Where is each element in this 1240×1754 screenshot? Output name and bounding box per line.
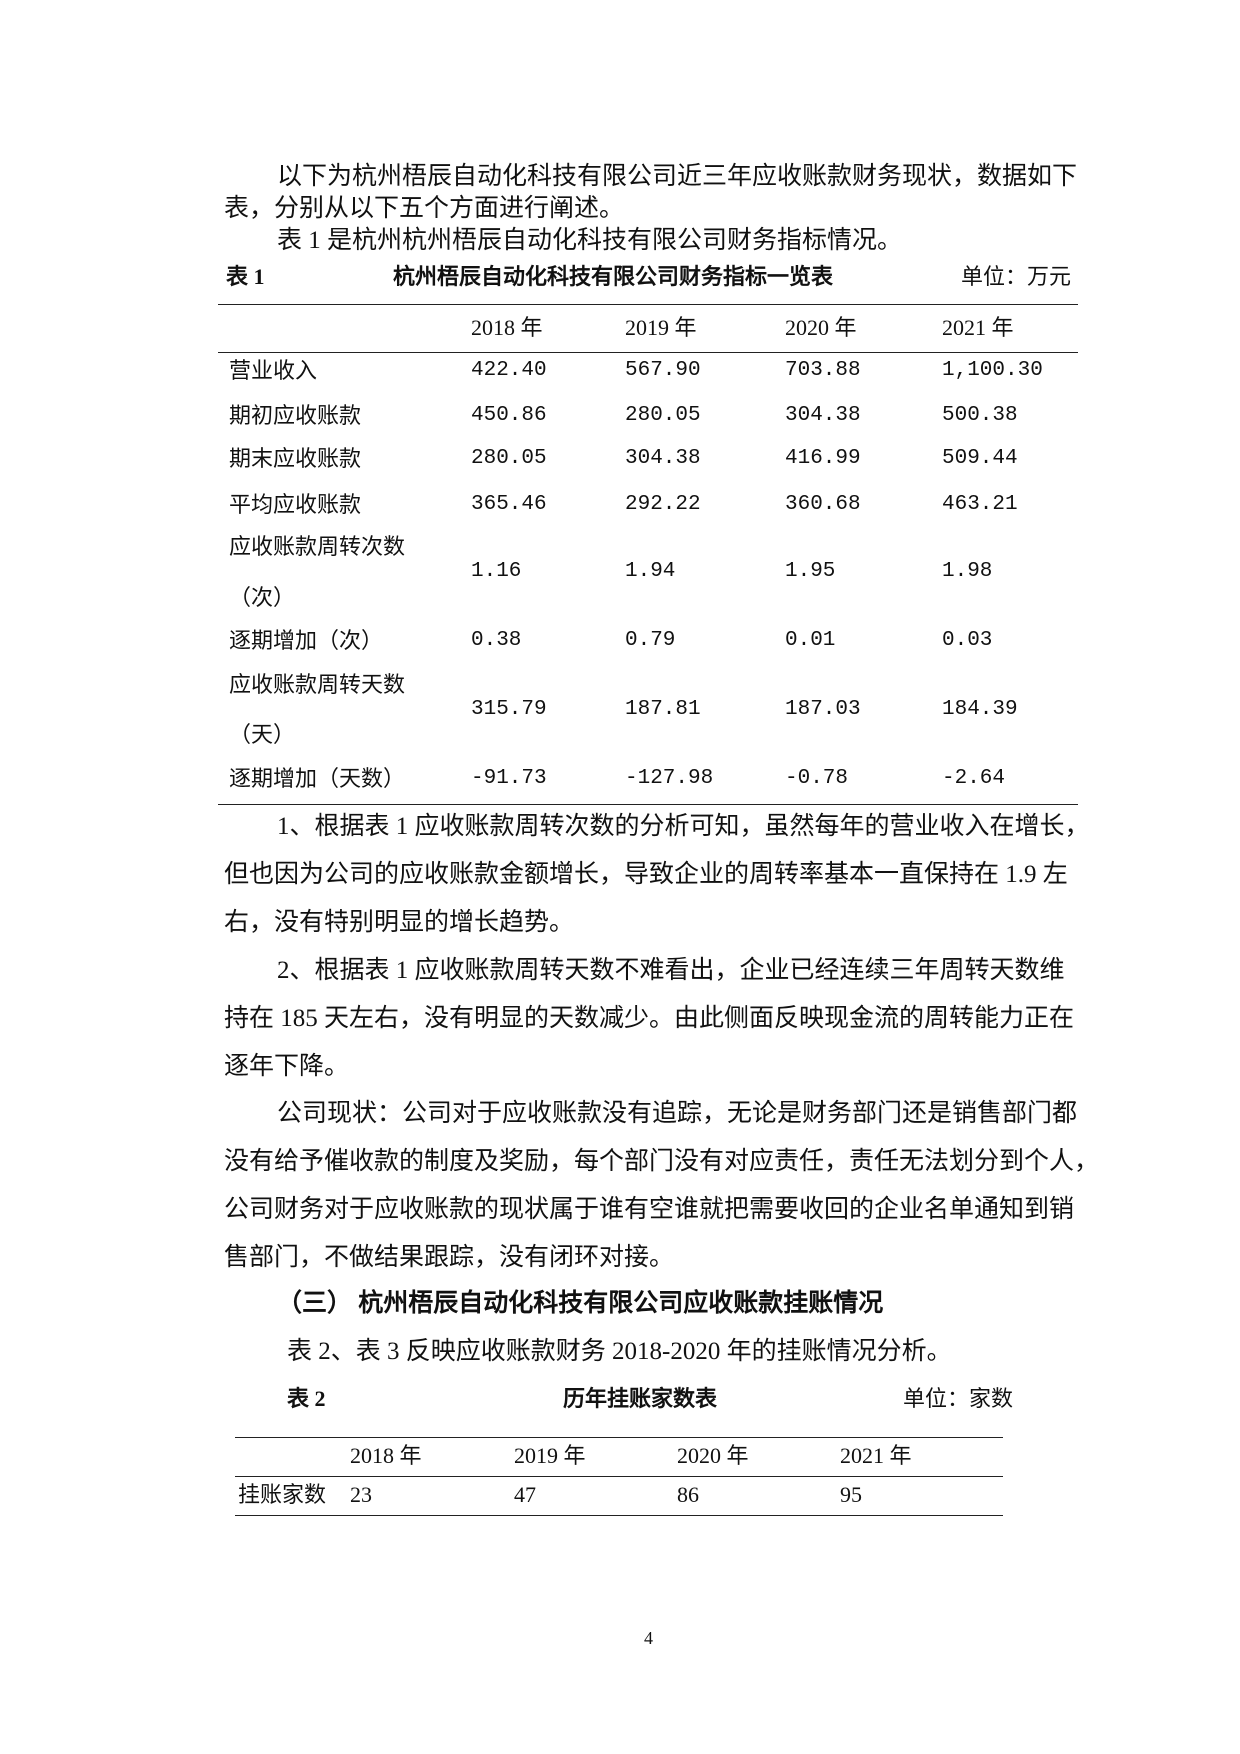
table-bottom-rule: [235, 1515, 1003, 1516]
table-cell: 422.40: [471, 359, 547, 382]
row-label: 期初应收账款: [229, 403, 362, 428]
row-label: 应收账款周转天数: [229, 672, 406, 697]
table-unit: 单位：万元: [961, 264, 1072, 289]
paragraph-line: 1、根据表 1 应收账款周转次数的分析可知，虽然每年的营业收入在增长，: [277, 813, 1090, 840]
intro-line: 表，分别从以下五个方面进行阐述。: [224, 195, 625, 222]
row-label: 逐期增加（天数）: [229, 766, 406, 791]
table-cell: 1.98: [942, 560, 993, 583]
table-cell: 567.90: [625, 359, 701, 382]
row-label: 期末应收账款: [229, 446, 362, 471]
table-cell: 292.22: [625, 493, 701, 516]
table-cell: 280.05: [471, 447, 547, 470]
page-number: 4: [644, 1628, 653, 1648]
paragraph-line: 售部门，不做结果跟踪，没有闭环对接。: [224, 1244, 675, 1271]
table-cell: 1.94: [625, 560, 676, 583]
intro-line: 表 1 是杭州杭州梧辰自动化科技有限公司财务指标情况。: [277, 227, 903, 254]
table-cell: 0.79: [625, 629, 676, 652]
row-label: 营业收入: [229, 358, 318, 383]
table-label: 表 2: [287, 1386, 326, 1411]
paragraph-line: 逐年下降。: [224, 1053, 350, 1080]
table-title: 历年挂账家数表: [563, 1386, 718, 1411]
table-cell: 360.68: [785, 493, 861, 516]
paragraph-line: 右，没有特别明显的增长趋势。: [224, 909, 575, 936]
table-cell: 0.38: [471, 629, 522, 652]
paragraph-line: 但也因为公司的应收账款金额增长，导致企业的周转率基本一直保持在 1.9 左: [224, 861, 1068, 888]
table-cell: 86: [677, 1482, 699, 1507]
table-cell: 304.38: [625, 447, 701, 470]
paragraph-line: 公司财务对于应收账款的现状属于谁有空谁就把需要收回的企业名单通知到销: [224, 1196, 1075, 1223]
column-header: 2021 年: [942, 315, 1014, 340]
column-header: 2018 年: [350, 1443, 422, 1468]
column-header: 2019 年: [625, 315, 697, 340]
row-label: （天）: [229, 722, 296, 747]
table-label: 表 1: [226, 264, 265, 289]
paragraph-line: 持在 185 天左右，没有明显的天数减少。由此侧面反映现金流的周转能力正在: [224, 1005, 1075, 1032]
table-cell: 280.05: [625, 404, 701, 427]
table-top-rule: [218, 304, 1078, 305]
table-cell: 1,100.30: [942, 359, 1043, 382]
table-cell: 315.79: [471, 698, 547, 721]
table-cell: -0.78: [785, 767, 849, 790]
table-cell: 1.95: [785, 560, 836, 583]
row-label: 逐期增加（次）: [229, 628, 384, 653]
table-top-rule: [235, 1437, 1003, 1438]
table-cell: 416.99: [785, 447, 861, 470]
column-header: 2020 年: [785, 315, 857, 340]
table-cell: 463.21: [942, 493, 1018, 516]
paragraph-line: 2、根据表 1 应收账款周转天数不难看出，企业已经连续三年周转天数维: [277, 957, 1065, 984]
column-header: 2018 年: [471, 315, 543, 340]
paragraph-line: 没有给予催收款的制度及奖励，每个部门没有对应责任，责任无法划分到个人，: [224, 1148, 1100, 1175]
table-cell: 500.38: [942, 404, 1018, 427]
table-cell: 47: [514, 1482, 536, 1507]
table-bottom-rule: [218, 804, 1078, 805]
table-cell: 1.16: [471, 560, 522, 583]
section-heading: （三） 杭州梧辰自动化科技有限公司应收账款挂账情况: [277, 1290, 884, 1317]
table-cell: 187.03: [785, 698, 861, 721]
table-cell: -127.98: [625, 767, 714, 790]
table-cell: 95: [840, 1482, 862, 1507]
row-label: 应收账款周转次数: [229, 534, 406, 559]
table-cell: 184.39: [942, 698, 1018, 721]
table-cell: -2.64: [942, 767, 1006, 790]
column-header: 2019 年: [514, 1443, 586, 1468]
row-label: 挂账家数: [238, 1482, 327, 1507]
table-cell: 23: [350, 1482, 372, 1507]
column-header: 2021 年: [840, 1443, 912, 1468]
table-cell: -91.73: [471, 767, 547, 790]
paragraph-line: 公司现状：公司对于应收账款没有追踪，无论是财务部门还是销售部门都: [277, 1100, 1078, 1127]
table-header-rule: [235, 1476, 1003, 1477]
row-label: （次）: [229, 585, 296, 610]
table-title: 杭州梧辰自动化科技有限公司财务指标一览表: [393, 264, 834, 289]
row-label: 平均应收账款: [229, 492, 362, 517]
table-cell: 365.46: [471, 493, 547, 516]
table-cell: 450.86: [471, 404, 547, 427]
table-cell: 187.81: [625, 698, 701, 721]
table-cell: 703.88: [785, 359, 861, 382]
table-header-rule: [218, 352, 1078, 353]
column-header: 2020 年: [677, 1443, 749, 1468]
table-cell: 304.38: [785, 404, 861, 427]
intro-line: 以下为杭州梧辰自动化科技有限公司近三年应收账款财务现状，数据如下: [277, 163, 1078, 190]
table-cell: 0.03: [942, 629, 993, 652]
table2-intro: 表 2、表 3 反映应收账款财务 2018-2020 年的挂账情况分析。: [287, 1338, 952, 1365]
table-unit: 单位：家数: [903, 1386, 1014, 1411]
table-cell: 0.01: [785, 629, 836, 652]
table-cell: 509.44: [942, 447, 1018, 470]
